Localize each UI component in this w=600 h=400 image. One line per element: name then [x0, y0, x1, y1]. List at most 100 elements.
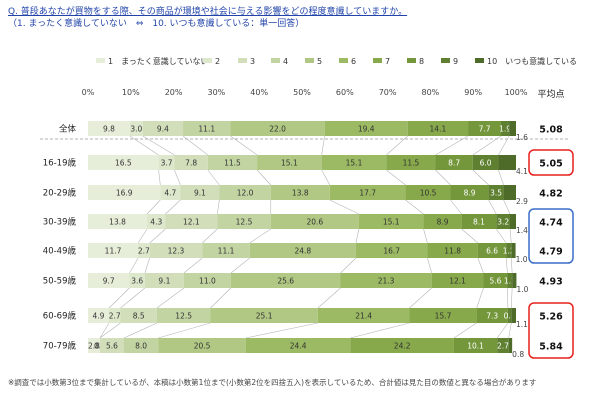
legend-swatch-8	[407, 58, 416, 63]
value-label: 1.1	[504, 277, 516, 286]
legend-label-6: 6	[351, 57, 356, 66]
value-label: 2.8	[88, 342, 100, 351]
bar-segment	[510, 214, 516, 229]
category-label: 50-59歳	[43, 276, 77, 287]
segment-connector	[505, 257, 508, 274]
bar-segment	[207, 155, 258, 170]
segment-connector	[99, 322, 121, 339]
segment-connector	[149, 228, 166, 244]
bar-segment	[461, 214, 497, 229]
bar-segment	[321, 155, 387, 170]
bar-segment	[160, 185, 181, 200]
segment-connector	[182, 135, 209, 156]
segment-connector	[453, 322, 477, 339]
bar-segment	[509, 121, 516, 136]
segment-connector	[245, 322, 318, 339]
category-label: 70-79歳	[43, 341, 77, 352]
segment-connector	[498, 169, 504, 186]
legend-label-9: 9	[453, 57, 458, 66]
segment-connector	[207, 169, 220, 186]
bar-segment	[156, 308, 211, 323]
average-highlight-box	[528, 302, 574, 359]
bar-segment	[329, 185, 406, 200]
segment-connector	[99, 322, 110, 339]
legend-swatch-9	[441, 58, 450, 63]
segment-connector	[476, 287, 484, 309]
value-label: 11.8	[444, 247, 461, 256]
bar-segment	[476, 308, 508, 323]
average-value: 4.74	[539, 218, 563, 229]
value-label: 4.3	[150, 218, 162, 227]
bar-segment	[180, 185, 220, 200]
average-value: 5.08	[539, 125, 563, 136]
value-label: 8.9	[437, 218, 449, 227]
value-label: 9.7	[103, 277, 115, 286]
value-label: 9.8	[103, 125, 115, 134]
value-label: 22.0	[269, 125, 286, 134]
bar-segment	[431, 273, 484, 288]
value-label: 14.1	[430, 125, 447, 134]
value-label: 3.6	[131, 277, 143, 286]
bar-segment	[386, 155, 436, 170]
bar-segment	[498, 155, 516, 170]
legend-label-7: 7	[385, 57, 390, 66]
bar-segment	[174, 155, 208, 170]
bar-segment	[350, 338, 454, 353]
value-label: 12.1	[449, 277, 466, 286]
value-label: 1.1	[516, 320, 528, 329]
segment-connector	[146, 199, 161, 215]
value-label: 8.9	[464, 189, 476, 198]
value-label: 5.6	[106, 342, 118, 351]
value-label: 13.8	[109, 218, 126, 227]
value-label: 12.5	[236, 218, 253, 227]
average-highlight-box	[528, 208, 574, 264]
average-value: 4.79	[539, 247, 562, 258]
value-label: 1.0	[516, 255, 528, 264]
value-label: 11.0	[199, 277, 216, 286]
segment-connector	[183, 257, 203, 274]
category-label: 16-19歳	[43, 158, 77, 169]
category-label: 30-39歳	[43, 217, 77, 228]
segment-connector	[142, 135, 175, 156]
bar-segment	[257, 155, 322, 170]
category-label: 20-29歳	[43, 188, 77, 199]
bar-segment	[147, 214, 166, 229]
value-label: 20.6	[306, 218, 323, 227]
value-label: 8.1	[473, 218, 485, 227]
bar-segment	[324, 121, 408, 136]
value-label: 15.1	[383, 218, 400, 227]
x-tick-label: 90%	[464, 88, 482, 97]
segment-connector	[129, 135, 159, 156]
bar-segment	[507, 308, 512, 323]
average-value: 4.93	[539, 277, 562, 288]
segment-connector	[230, 135, 258, 156]
value-label: 11.5	[224, 159, 241, 168]
segment-connector	[461, 228, 479, 244]
bar-segment	[165, 214, 218, 229]
value-label: 12.0	[237, 189, 254, 198]
bar-segment	[468, 121, 502, 136]
segment-connector	[129, 257, 139, 274]
segment-connector	[386, 135, 408, 156]
bar-segment	[202, 243, 250, 258]
average-highlight-box	[528, 149, 574, 176]
x-tick-label: 0%	[82, 88, 95, 97]
value-label: 11.5	[403, 159, 420, 168]
legend-swatch-10	[475, 58, 484, 63]
segment-connector	[409, 287, 432, 309]
bar-segment	[270, 214, 359, 229]
average-value: 4.82	[539, 189, 562, 200]
bar-segment	[88, 273, 130, 288]
bar-segment	[477, 243, 507, 258]
value-label: 20.5	[194, 342, 211, 351]
segment-connector	[123, 322, 158, 339]
bar-segment	[501, 121, 510, 136]
value-label: 5.6	[489, 277, 501, 286]
value-label: 1.2	[503, 247, 515, 256]
bar-segment	[88, 214, 148, 229]
value-label: 1.0	[516, 285, 528, 294]
segment-connector	[120, 287, 146, 309]
segment-connector	[202, 228, 218, 244]
bar-segment	[158, 155, 175, 170]
segment-connector	[423, 228, 428, 244]
